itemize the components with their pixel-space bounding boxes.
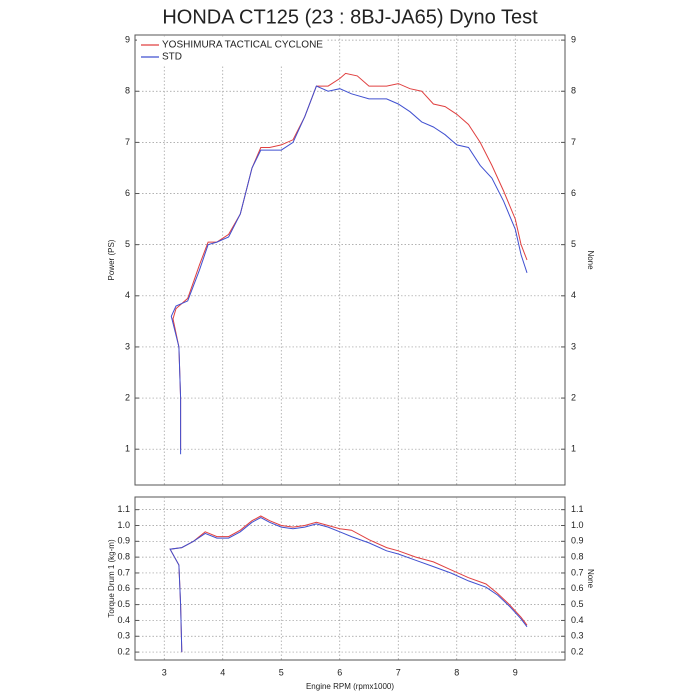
x-tick-label: 4	[220, 667, 225, 677]
legend-label: STD	[162, 52, 182, 63]
series-line	[172, 72, 528, 450]
x-tick-label: 9	[513, 667, 518, 677]
y-tick-label: 0.9	[117, 536, 130, 546]
y2-tick-label: 7	[571, 137, 576, 147]
y-tick-label: 3	[125, 341, 130, 351]
y2-tick-label: 0.2	[571, 646, 584, 656]
plot-frame	[134, 496, 566, 661]
y-tick-label: 2	[125, 392, 130, 402]
y2-axis-label: None	[586, 250, 595, 270]
y-tick-label: 1.0	[117, 520, 130, 530]
y-axis-label: Torque Drum 1 (kg-m)	[107, 539, 116, 618]
y2-tick-label: 1.1	[571, 504, 584, 514]
y-tick-label: 9	[125, 34, 130, 44]
y-tick-label: 0.3	[117, 631, 130, 641]
y-tick-label: 0.4	[117, 615, 130, 625]
x-tick-label: 3	[162, 667, 167, 677]
series-line	[169, 515, 528, 653]
y2-tick-label: 6	[571, 188, 576, 198]
y2-tick-label: 0.9	[571, 536, 584, 546]
series-line	[169, 517, 528, 653]
y2-tick-label: 5	[571, 239, 576, 249]
y2-tick-label: 0.4	[571, 615, 584, 625]
x-tick-label: 7	[396, 667, 401, 677]
y2-tick-label: 9	[571, 34, 576, 44]
y-tick-label: 0.2	[117, 646, 130, 656]
y2-tick-label: 1	[571, 444, 576, 454]
y2-tick-label: 4	[571, 290, 576, 300]
y-tick-label: 0.6	[117, 583, 130, 593]
y2-tick-label: 8	[571, 86, 576, 96]
y-tick-label: 1	[125, 444, 130, 454]
y-axis-label: Power (PS)	[107, 239, 116, 280]
y-tick-label: 5	[125, 239, 130, 249]
y2-tick-label: 0.5	[571, 599, 584, 609]
y2-tick-label: 0.6	[571, 583, 584, 593]
plot-frame	[134, 34, 566, 486]
x-tick-label: 8	[454, 667, 459, 677]
y2-tick-label: 0.7	[571, 567, 584, 577]
chart-title: HONDA CT125 (23 : 8BJ-JA65) Dyno Test	[162, 6, 538, 28]
y-tick-label: 0.5	[117, 599, 130, 609]
legend-label: YOSHIMURA TACTICAL CYCLONE	[162, 40, 323, 51]
y-tick-label: 0.7	[117, 567, 130, 577]
y2-tick-label: 2	[571, 392, 576, 402]
y2-tick-label: 0.3	[571, 631, 584, 641]
y2-tick-label: 1.0	[571, 520, 584, 530]
x-tick-label: 6	[337, 667, 342, 677]
y2-tick-label: 0.8	[571, 552, 584, 562]
y-tick-label: 7	[125, 137, 130, 147]
y-tick-label: 0.8	[117, 552, 130, 562]
y2-axis-label: None	[586, 569, 595, 589]
x-axis-label: Engine RPM (rpmx1000)	[306, 682, 394, 691]
y-tick-label: 1.1	[117, 504, 130, 514]
legend-box	[137, 38, 327, 66]
y-tick-label: 4	[125, 290, 130, 300]
y-tick-label: 6	[125, 188, 130, 198]
x-tick-label: 5	[279, 667, 284, 677]
y2-tick-label: 3	[571, 341, 576, 351]
series-line	[170, 85, 528, 455]
y-tick-label: 8	[125, 86, 130, 96]
